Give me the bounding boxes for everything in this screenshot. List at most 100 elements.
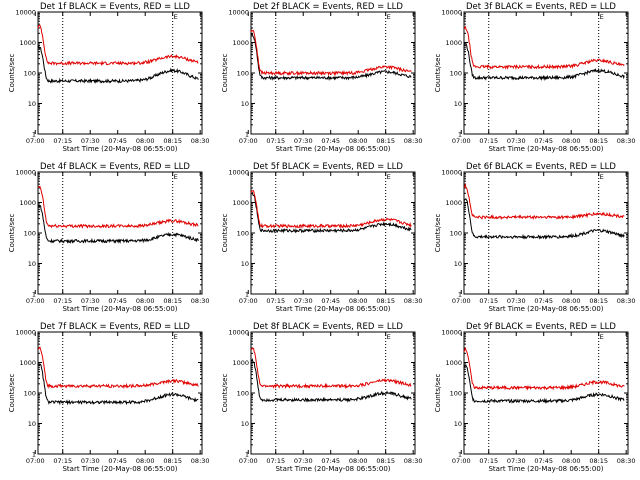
y-tick-label: 100 bbox=[450, 229, 462, 237]
x-tick-label: 07:45 bbox=[108, 297, 127, 305]
chart-title: Det 4f BLACK = Events, RED = LLD bbox=[40, 162, 190, 172]
y-tick-label: 10 bbox=[241, 100, 249, 108]
y-tick-label: 10000 bbox=[228, 328, 249, 336]
y-axis-label: Counts/sec bbox=[434, 54, 442, 93]
y-tick-label: 10 bbox=[28, 260, 36, 268]
x-tick-label: 08:15 bbox=[163, 297, 182, 305]
y-tick-label: 10000 bbox=[15, 328, 36, 336]
events-series-line bbox=[250, 33, 412, 81]
x-tick-label: 07:30 bbox=[294, 137, 313, 145]
x-tick-label: 08:15 bbox=[376, 297, 395, 305]
lld-series-line bbox=[250, 347, 412, 390]
events-series-line bbox=[250, 358, 412, 403]
y-tick-label: 10 bbox=[28, 100, 36, 108]
x-tick-label: 07:30 bbox=[507, 457, 526, 465]
x-tick-label: 07:30 bbox=[81, 297, 100, 305]
x-tick-label: 08:30 bbox=[404, 137, 423, 145]
x-tick-label: 07:15 bbox=[53, 297, 72, 305]
marker-label: E bbox=[174, 333, 178, 341]
x-axis-label: Start Time (20-May-08 06:55:00) bbox=[62, 305, 177, 313]
y-tick-label: 1000 bbox=[19, 199, 36, 207]
x-tick-label: 07:15 bbox=[53, 137, 72, 145]
y-tick-label: 1 bbox=[245, 450, 249, 458]
x-tick-label: 07:00 bbox=[26, 297, 45, 305]
chart-title: Det 5f BLACK = Events, RED = LLD bbox=[253, 162, 403, 172]
y-tick-label: 10 bbox=[454, 420, 462, 428]
x-tick-label: 07:00 bbox=[239, 297, 258, 305]
x-tick-label: 07:15 bbox=[266, 297, 285, 305]
lld-series-line bbox=[37, 346, 199, 390]
events-series-line bbox=[250, 191, 412, 234]
y-tick-label: 10000 bbox=[228, 8, 249, 16]
x-tick-label: 07:30 bbox=[81, 457, 100, 465]
x-axis-label: Start Time (20-May-08 06:55:00) bbox=[275, 145, 390, 153]
events-series-line bbox=[463, 42, 625, 82]
y-tick-label: 1 bbox=[245, 130, 249, 138]
y-tick-label: 100 bbox=[24, 69, 36, 77]
y-tick-label: 1 bbox=[32, 450, 36, 458]
x-tick-label: 07:45 bbox=[321, 297, 340, 305]
y-tick-label: 10000 bbox=[441, 328, 462, 336]
marker-label: E bbox=[174, 13, 178, 21]
y-tick-label: 100 bbox=[237, 389, 249, 397]
y-tick-label: 1000 bbox=[445, 359, 462, 367]
x-tick-label: 07:45 bbox=[321, 457, 340, 465]
y-axis-label: Counts/sec bbox=[8, 374, 16, 413]
y-tick-label: 1 bbox=[458, 450, 462, 458]
y-tick-label: 1 bbox=[458, 290, 462, 298]
x-tick-label: 08:15 bbox=[589, 457, 608, 465]
x-tick-label: 08:30 bbox=[191, 457, 210, 465]
marker-label: E bbox=[600, 13, 604, 21]
y-tick-label: 1000 bbox=[445, 199, 462, 207]
x-tick-label: 07:00 bbox=[26, 137, 45, 145]
y-tick-label: 100 bbox=[24, 229, 36, 237]
y-tick-label: 1000 bbox=[232, 359, 249, 367]
x-tick-label: 08:00 bbox=[562, 297, 581, 305]
y-tick-label: 10 bbox=[241, 260, 249, 268]
y-tick-label: 10 bbox=[454, 260, 462, 268]
y-tick-label: 100 bbox=[237, 69, 249, 77]
x-axis-label: Start Time (20-May-08 06:55:00) bbox=[488, 465, 603, 473]
x-tick-label: 07:45 bbox=[321, 137, 340, 145]
chart-title: Det 6f BLACK = Events, RED = LLD bbox=[466, 162, 616, 172]
x-tick-label: 08:00 bbox=[136, 137, 155, 145]
marker-label: E bbox=[600, 333, 604, 341]
y-tick-label: 100 bbox=[450, 389, 462, 397]
lld-series-line bbox=[463, 25, 625, 71]
y-tick-label: 10000 bbox=[228, 168, 249, 176]
x-tick-label: 07:00 bbox=[452, 137, 471, 145]
x-tick-label: 08:00 bbox=[349, 297, 368, 305]
y-tick-label: 1000 bbox=[232, 199, 249, 207]
x-tick-label: 07:15 bbox=[266, 137, 285, 145]
x-tick-label: 07:45 bbox=[108, 137, 127, 145]
chart-title: Det 1f BLACK = Events, RED = LLD bbox=[40, 2, 190, 12]
events-series-line bbox=[37, 204, 199, 245]
y-tick-label: 100 bbox=[24, 389, 36, 397]
lld-series-line bbox=[37, 24, 199, 67]
lld-series-line bbox=[250, 190, 412, 230]
events-series-line bbox=[463, 364, 625, 404]
x-tick-label: 07:45 bbox=[534, 297, 553, 305]
x-tick-label: 08:00 bbox=[136, 297, 155, 305]
x-tick-label: 07:00 bbox=[26, 457, 45, 465]
y-tick-label: 100 bbox=[450, 69, 462, 77]
x-tick-label: 07:30 bbox=[507, 137, 526, 145]
x-tick-label: 08:30 bbox=[191, 297, 210, 305]
x-tick-label: 08:00 bbox=[349, 137, 368, 145]
x-tick-label: 07:45 bbox=[108, 457, 127, 465]
x-tick-label: 07:30 bbox=[294, 297, 313, 305]
x-axis-label: Start Time (20-May-08 06:55:00) bbox=[62, 145, 177, 153]
x-tick-label: 07:00 bbox=[239, 457, 258, 465]
y-axis-label: Counts/sec bbox=[8, 214, 16, 253]
events-series-line bbox=[37, 45, 199, 84]
x-tick-label: 07:15 bbox=[266, 457, 285, 465]
x-tick-label: 07:15 bbox=[53, 457, 72, 465]
y-tick-label: 10 bbox=[454, 100, 462, 108]
x-tick-label: 08:00 bbox=[562, 137, 581, 145]
y-tick-label: 1 bbox=[32, 290, 36, 298]
